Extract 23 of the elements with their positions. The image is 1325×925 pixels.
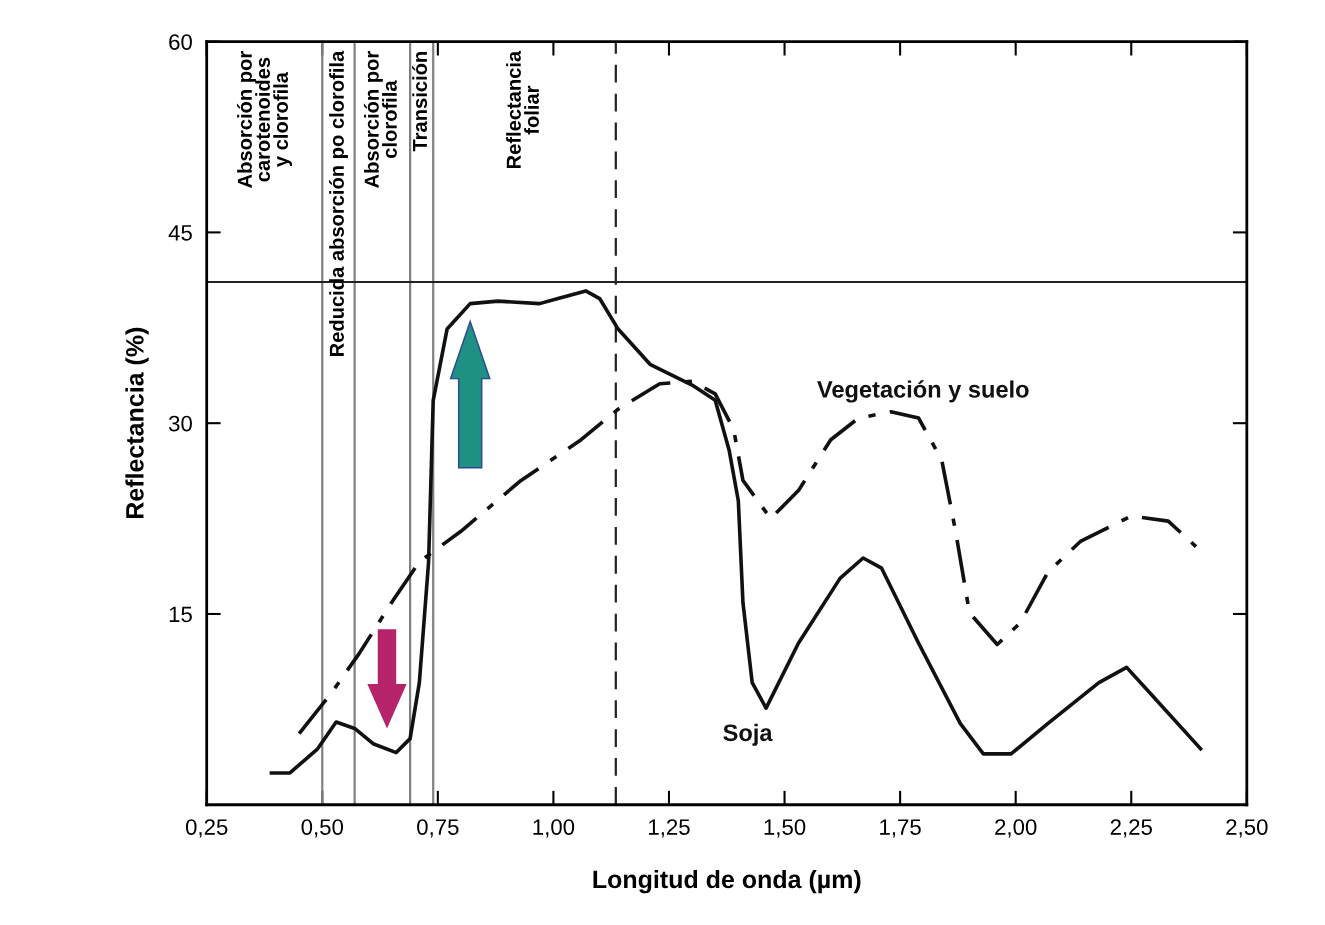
x-tick-label: 2,50 bbox=[1226, 819, 1268, 838]
x-tick-label: 0,75 bbox=[417, 819, 459, 838]
x-tick-label: 1,75 bbox=[880, 819, 921, 838]
x-tick-label: 1,25 bbox=[649, 819, 690, 838]
y-axis-title: Reflectancia (%) bbox=[125, 327, 149, 519]
annotation: Transición bbox=[412, 52, 428, 152]
x-tick-label: 2,25 bbox=[1110, 819, 1152, 838]
y-tick-label: 15 bbox=[169, 606, 192, 623]
x-tick-label: 0,50 bbox=[301, 819, 344, 838]
x-axis-title: Longitud de onda (µm) bbox=[593, 869, 861, 894]
y-tick-label: 45 bbox=[168, 225, 192, 241]
annotation: Absorción por carotenoides y clorofila bbox=[236, 51, 292, 188]
x-tick-label: 1,50 bbox=[764, 819, 806, 838]
x-tick-label: 0,25 bbox=[185, 819, 228, 838]
series-label: Soja bbox=[723, 723, 773, 746]
annotation: Reflectancia foliar bbox=[506, 50, 539, 169]
annotation: Absorción por clorofila bbox=[363, 51, 397, 188]
y-tick-label: 60 bbox=[169, 34, 192, 50]
x-tick-label: 2,00 bbox=[995, 819, 1037, 838]
series-label: Vegetación y suelo bbox=[817, 380, 1029, 403]
x-tick-label: 1,00 bbox=[533, 819, 575, 838]
y-tick-label: 30 bbox=[168, 415, 192, 432]
annotation: Reducida absorción po clorofila bbox=[328, 50, 348, 357]
